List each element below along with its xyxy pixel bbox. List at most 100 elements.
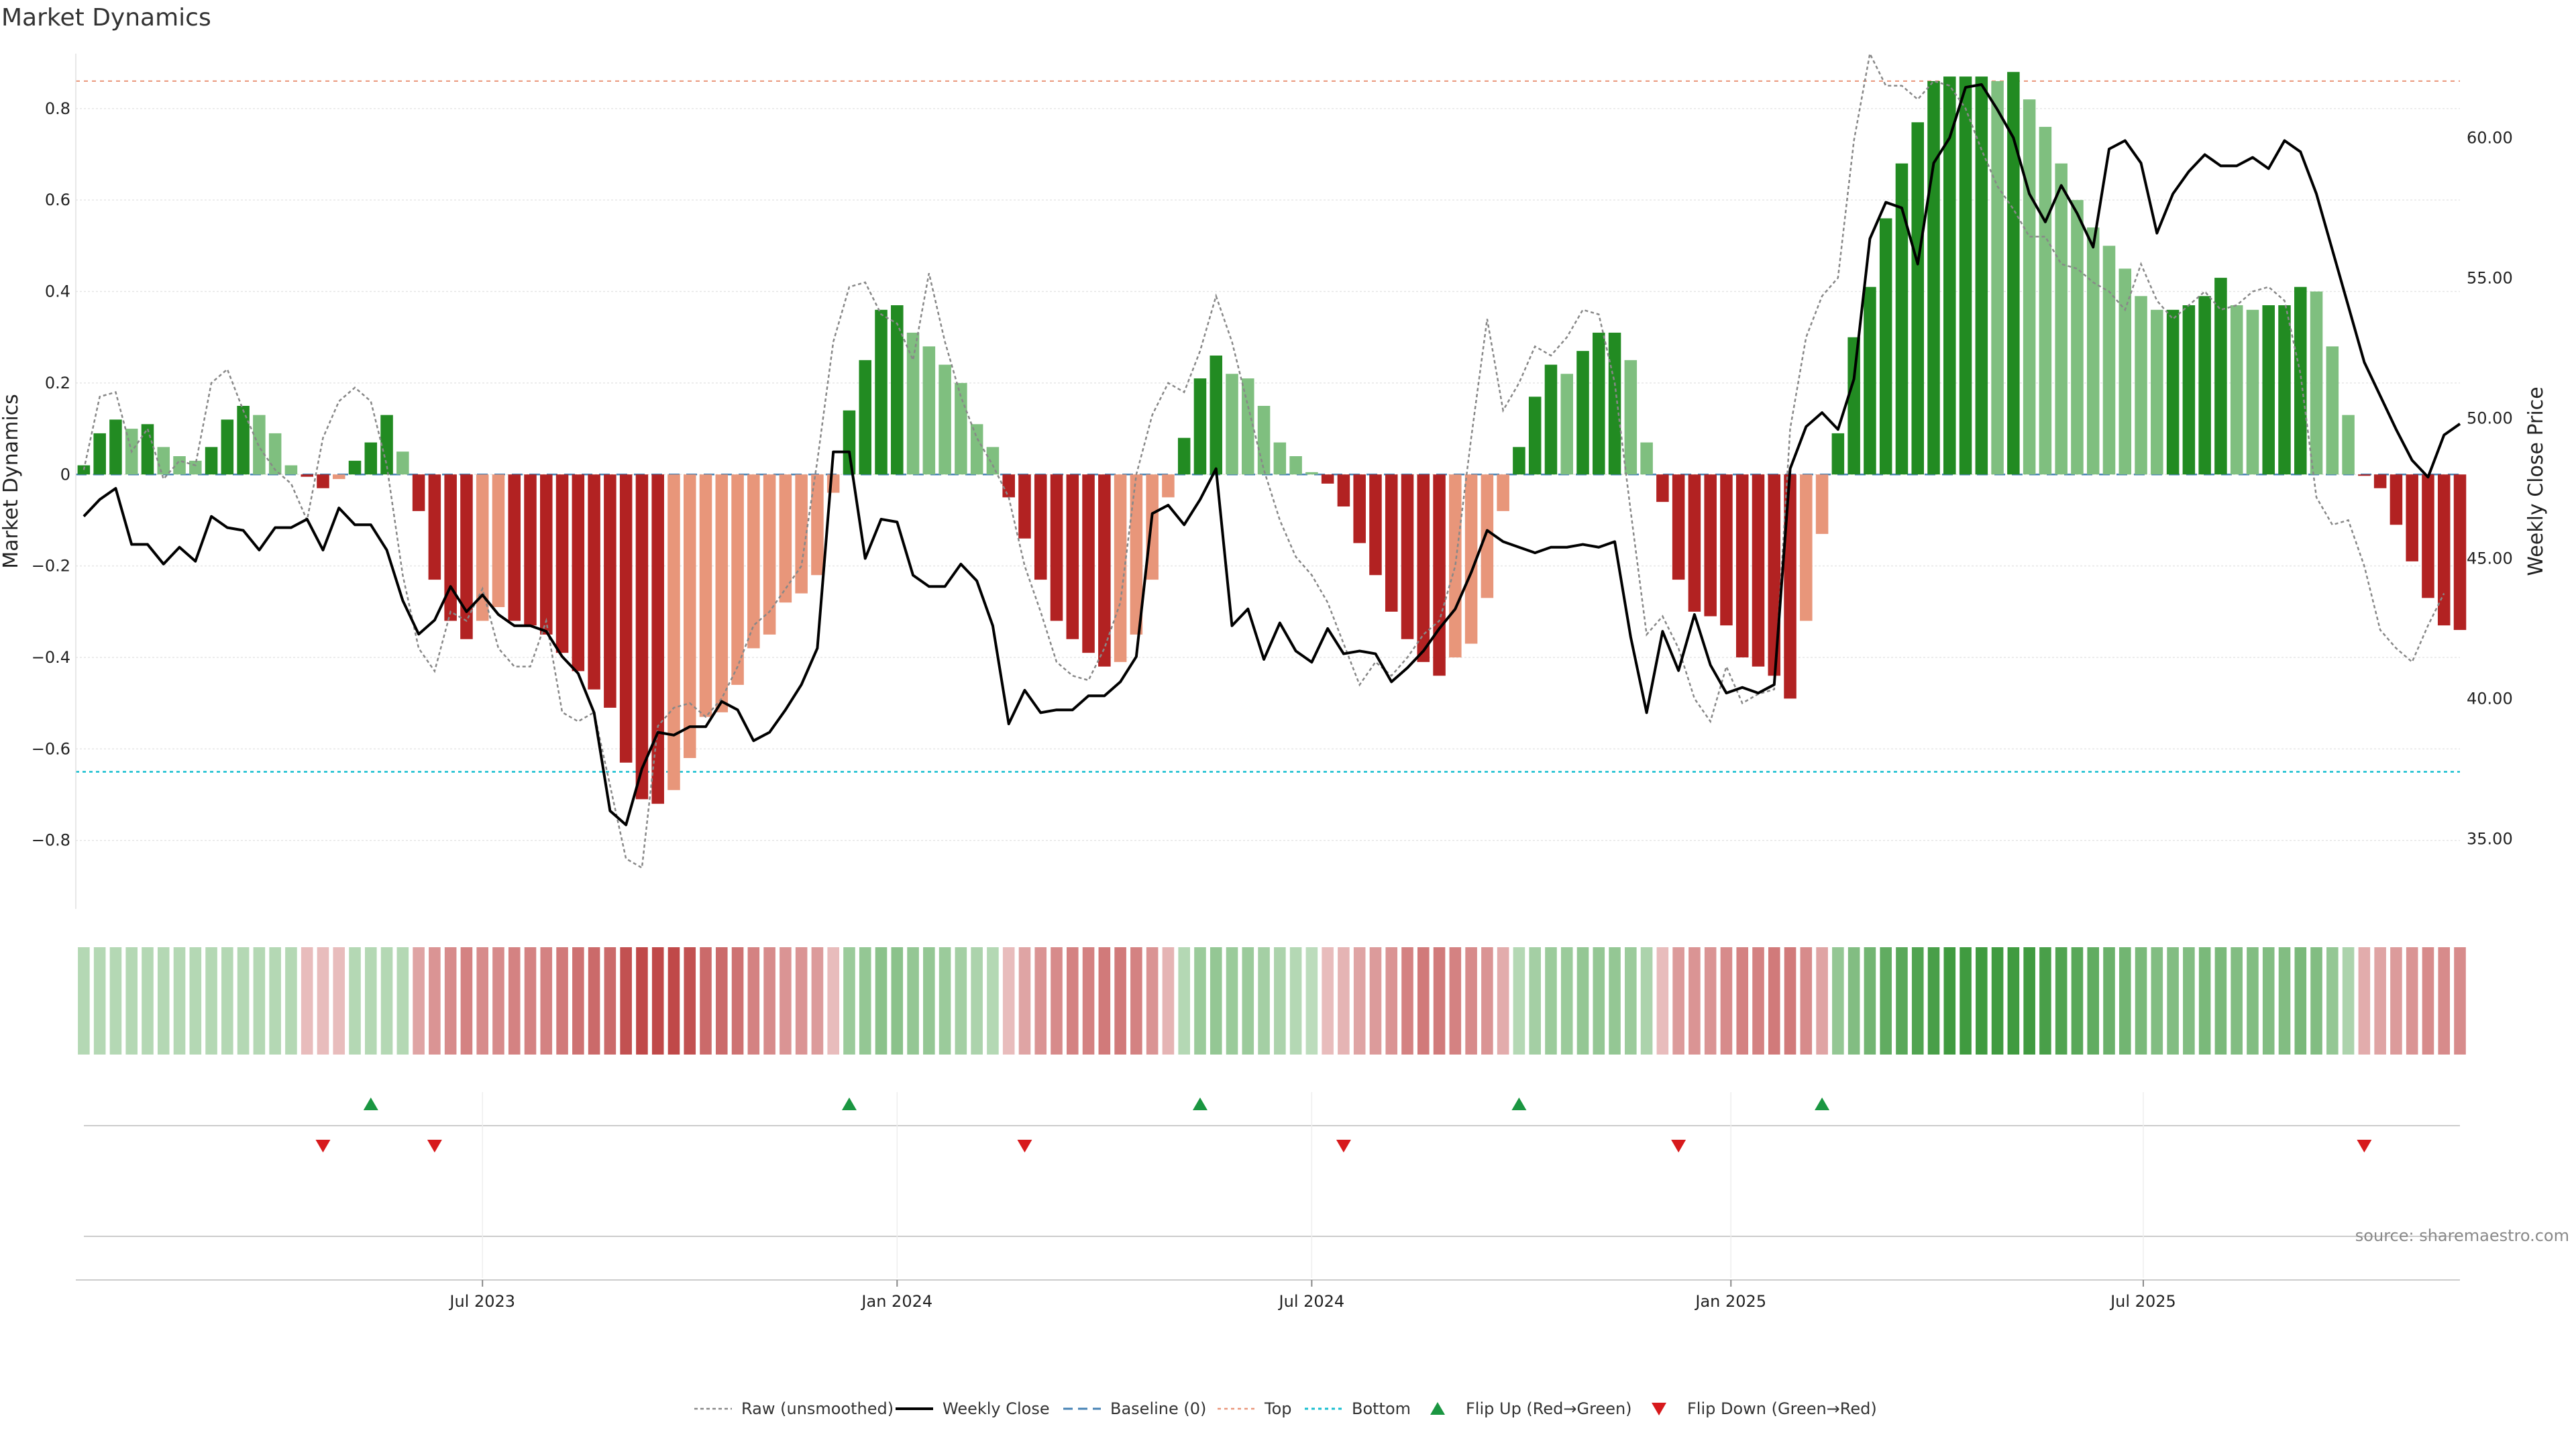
- md-bar: [763, 474, 776, 635]
- strip-cell: [2310, 947, 2322, 1055]
- md-bar: [1576, 351, 1589, 475]
- md-bar: [2118, 268, 2132, 475]
- md-bar: [380, 415, 393, 475]
- md-bar: [2086, 227, 2100, 475]
- strip-cell: [492, 947, 504, 1055]
- md-bar: [2007, 72, 2020, 475]
- md-bar: [1879, 218, 1892, 475]
- md-bar: [1656, 474, 1669, 502]
- md-bar: [2294, 286, 2307, 475]
- strip-cell: [588, 947, 600, 1055]
- md-bar: [1082, 474, 1095, 653]
- strip-cell: [2039, 947, 2051, 1055]
- md-bar: [1034, 474, 1047, 580]
- legend-label: Baseline (0): [1110, 1399, 1206, 1418]
- y-tick-label: 0.6: [45, 191, 70, 209]
- md-bar: [1098, 474, 1111, 667]
- md-bar: [476, 474, 489, 621]
- strip-cell: [1625, 947, 1637, 1055]
- md-bar: [588, 474, 600, 690]
- md-bar: [555, 474, 569, 653]
- md-bar: [93, 433, 106, 475]
- md-bar: [109, 419, 122, 475]
- md-bar: [955, 382, 967, 475]
- strip-cell: [2406, 947, 2418, 1055]
- md-bar: [2262, 305, 2275, 475]
- flip-down-marker: [1671, 1140, 1686, 1152]
- strip-cell: [1640, 947, 1653, 1055]
- flip-down-marker: [2357, 1140, 2372, 1152]
- legend-item-close: Weekly Close: [896, 1399, 1050, 1418]
- md-bar: [1847, 337, 1860, 475]
- strip-cell: [1385, 947, 1398, 1055]
- strip-cell: [2326, 947, 2339, 1055]
- x-tick-label: Jan 2025: [1694, 1292, 1766, 1311]
- legend-swatch: [1652, 1403, 1666, 1415]
- strip-cell: [221, 947, 233, 1055]
- strip-cell: [508, 947, 521, 1055]
- strip-cell: [1146, 947, 1159, 1055]
- strip-cell: [891, 947, 904, 1055]
- md-bar: [970, 424, 983, 475]
- strip-cell: [125, 947, 138, 1055]
- md-bar: [1688, 474, 1701, 612]
- strip-cell: [1927, 947, 1940, 1055]
- strip-cell: [1497, 947, 1509, 1055]
- md-bar: [859, 360, 872, 475]
- strip-cell: [1194, 947, 1206, 1055]
- md-bar: [667, 474, 680, 790]
- strip-cell: [1832, 947, 1844, 1055]
- md-bar: [651, 474, 664, 804]
- flip-up-marker: [1192, 1097, 1208, 1110]
- strip-cell: [173, 947, 186, 1055]
- y-tick-label: −0.2: [32, 557, 70, 576]
- md-bar: [157, 447, 170, 475]
- strip-cell: [795, 947, 808, 1055]
- strip-cell: [1002, 947, 1015, 1055]
- strip-cell: [1401, 947, 1413, 1055]
- md-bar: [1193, 378, 1207, 475]
- strip-cell: [1210, 947, 1222, 1055]
- strip-cell: [1051, 947, 1063, 1055]
- strip-cell: [1609, 947, 1621, 1055]
- md-bar: [301, 474, 313, 477]
- y-tick-label: 0.8: [45, 99, 70, 118]
- md-bar: [2437, 474, 2451, 626]
- md-bar: [715, 474, 729, 712]
- y2-axis-label: Weekly Close Price: [2524, 386, 2548, 576]
- flip-up-marker: [1511, 1097, 1527, 1110]
- md-bar: [332, 474, 345, 480]
- strip-cell: [763, 947, 775, 1055]
- strip-cell: [540, 947, 553, 1055]
- y2-tick-label: 60.00: [2467, 128, 2513, 147]
- md-bar: [284, 465, 298, 475]
- strip-cell: [349, 947, 361, 1055]
- md-bar: [1895, 163, 1909, 475]
- md-bar: [364, 442, 378, 475]
- md-bar: [141, 424, 154, 475]
- strip-cell: [2247, 947, 2259, 1055]
- md-bar: [699, 474, 712, 717]
- flip-down-marker: [315, 1140, 331, 1152]
- md-bar: [1959, 76, 1972, 475]
- strip-cell: [1465, 947, 1477, 1055]
- x-tick-label: Jul 2024: [1278, 1292, 1345, 1311]
- md-bar: [205, 447, 218, 475]
- x-tick-label: Jul 2023: [448, 1292, 515, 1311]
- strip-cell: [1322, 947, 1334, 1055]
- strip-cell: [1178, 947, 1190, 1055]
- md-bar: [2373, 474, 2387, 488]
- strip-cell: [1353, 947, 1366, 1055]
- legend-label: Bottom: [1352, 1399, 1411, 1418]
- md-bar: [1289, 456, 1302, 475]
- strip-cell: [1433, 947, 1446, 1055]
- strip-cell: [1880, 947, 1892, 1055]
- legend-item-baseline: Baseline (0): [1063, 1399, 1206, 1418]
- strip-cell: [1896, 947, 1908, 1055]
- md-bar: [1321, 474, 1334, 484]
- strip-cell: [1847, 947, 1860, 1055]
- strip-cell: [907, 947, 919, 1055]
- md-bar: [572, 474, 585, 672]
- md-bar: [189, 460, 202, 475]
